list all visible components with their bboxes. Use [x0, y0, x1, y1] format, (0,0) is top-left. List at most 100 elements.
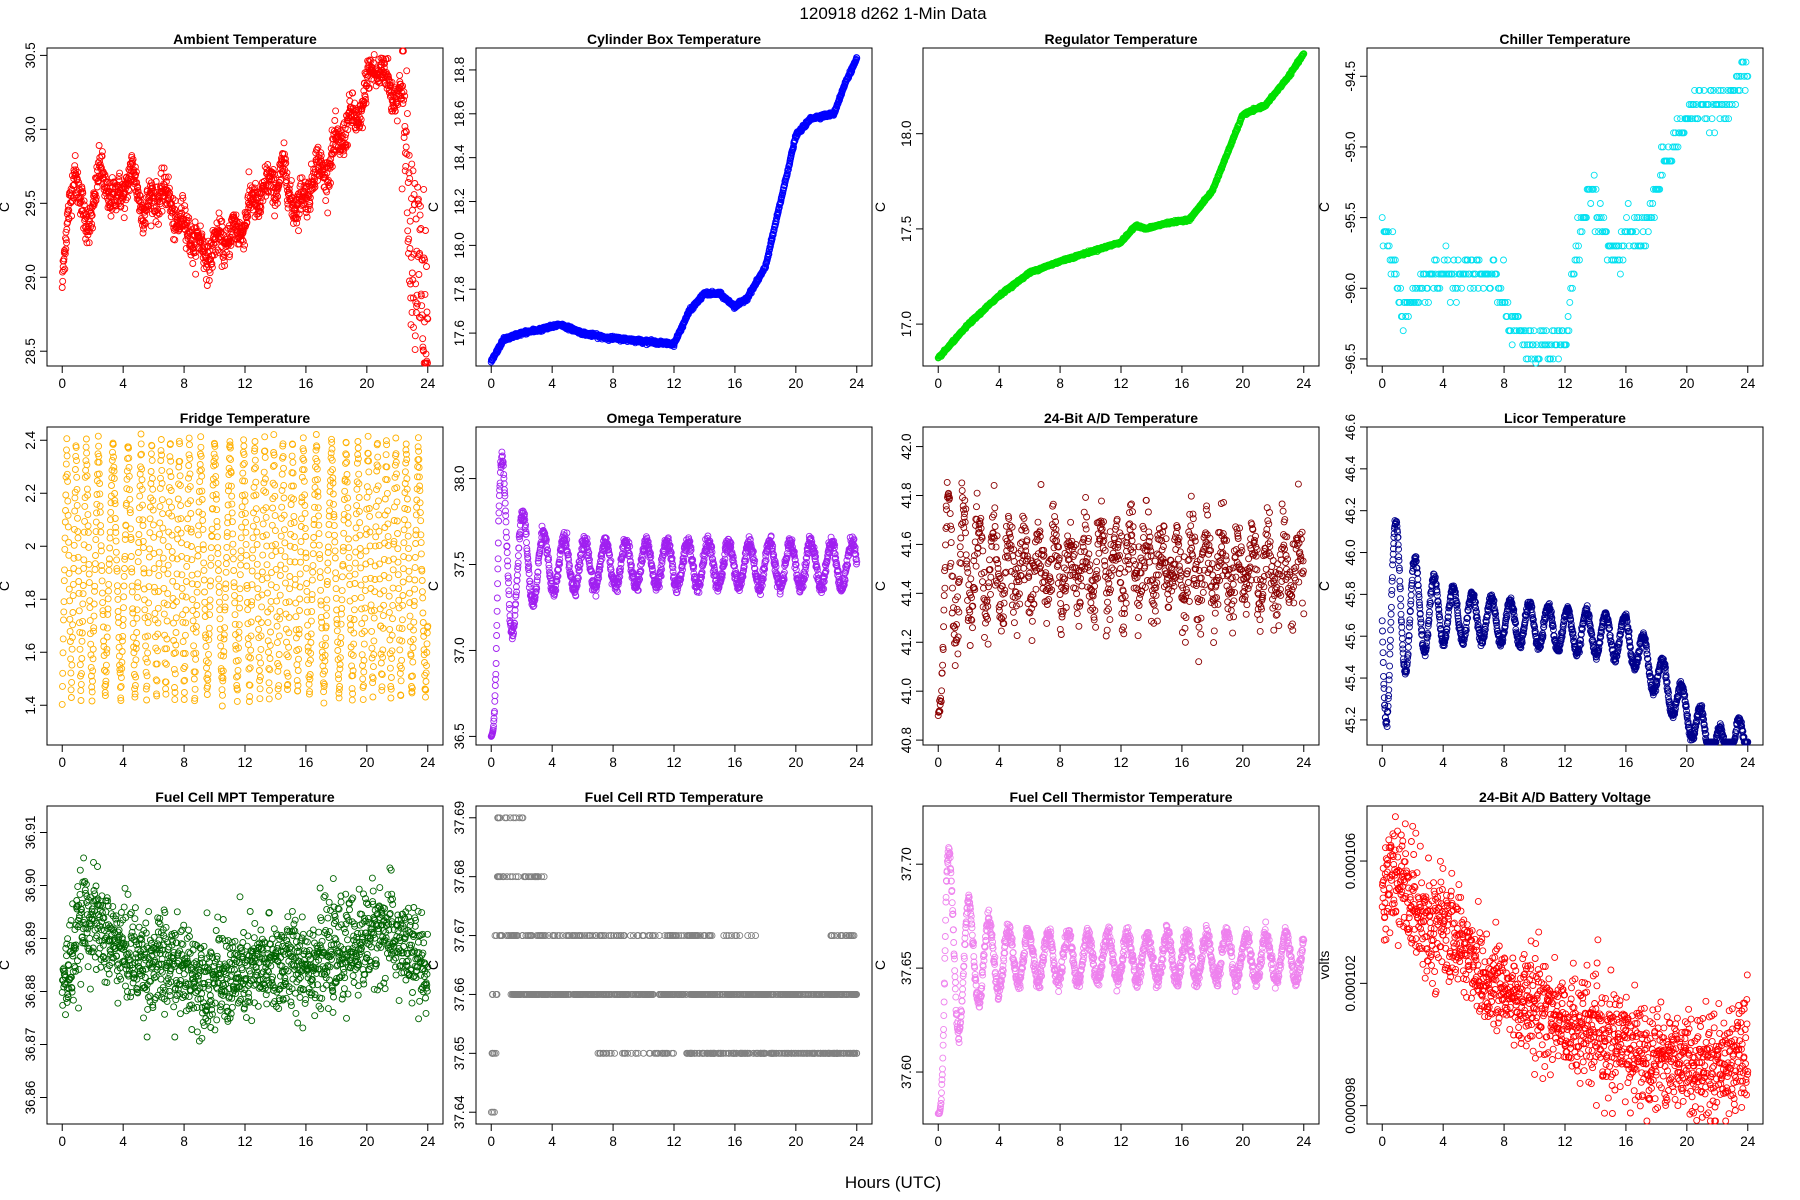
data-point — [60, 267, 67, 275]
data-point — [270, 176, 278, 184]
data-point — [79, 600, 87, 608]
data-point — [70, 554, 78, 562]
data-point — [67, 686, 75, 694]
x-tick-label: 16 — [1618, 376, 1633, 391]
x-tick-label: 4 — [995, 376, 1003, 391]
x-tick-label: 12 — [237, 376, 252, 391]
data-point — [220, 257, 228, 265]
data-point — [402, 143, 410, 151]
data-point — [64, 218, 72, 226]
data-point — [1454, 256, 1462, 264]
data-point — [81, 502, 89, 510]
data-point — [73, 501, 81, 509]
data-point — [108, 174, 116, 182]
data-point — [1444, 256, 1452, 264]
data-point — [181, 202, 189, 210]
data-point — [258, 194, 266, 202]
data-point — [141, 220, 149, 227]
data-point — [58, 700, 66, 708]
data-point — [126, 187, 133, 195]
data-point — [67, 694, 75, 701]
data-point — [101, 171, 109, 179]
data-point — [1452, 298, 1460, 306]
data-point — [100, 169, 108, 177]
data-point — [88, 211, 96, 219]
data-point — [67, 185, 75, 193]
data-point — [269, 166, 277, 173]
y-tick-label: 17.5 — [899, 216, 914, 242]
data-point — [164, 173, 172, 181]
y-tick-label: 1.4 — [23, 695, 38, 714]
data-point — [393, 117, 401, 125]
x-tick-label: 20 — [1679, 376, 1694, 391]
data-point — [219, 249, 227, 257]
data-point — [85, 239, 93, 247]
data-point — [65, 206, 73, 214]
x-tick-label: 4 — [119, 755, 127, 770]
data-point — [85, 543, 93, 551]
y-tick-label: 30.0 — [23, 116, 38, 142]
x-tick-label: 24 — [849, 376, 865, 391]
data-point — [1591, 228, 1599, 236]
data-point — [83, 239, 91, 247]
data-point — [59, 635, 67, 643]
data-point — [71, 152, 79, 160]
data-point — [131, 163, 139, 171]
data-point — [1566, 298, 1574, 306]
data-point — [1425, 298, 1432, 306]
data-point — [69, 621, 77, 629]
x-tick-label: 12 — [1113, 376, 1128, 391]
data-point — [281, 160, 289, 168]
data-point — [69, 592, 77, 600]
data-point — [134, 183, 142, 191]
data-point — [79, 189, 87, 197]
data-point — [1616, 270, 1624, 278]
data-point — [265, 188, 272, 196]
data-points — [58, 47, 432, 367]
data-point — [70, 541, 78, 549]
data-point — [83, 461, 91, 469]
y-tick-label: 1.6 — [23, 643, 38, 662]
data-point — [188, 241, 196, 249]
data-point — [370, 51, 378, 59]
data-point — [65, 538, 73, 546]
data-point — [416, 211, 424, 219]
data-point — [79, 590, 87, 598]
data-point — [84, 528, 92, 536]
panel-title: Fridge Temperature — [180, 410, 311, 426]
data-point — [60, 577, 68, 585]
data-point — [172, 197, 179, 205]
data-point — [82, 435, 90, 443]
data-point — [66, 615, 74, 623]
y-tick-label: 30.5 — [23, 42, 38, 68]
data-point — [80, 197, 88, 205]
data-point — [1564, 313, 1572, 320]
data-point — [61, 545, 69, 553]
data-point — [403, 67, 411, 75]
data-point — [273, 199, 281, 207]
data-point — [257, 204, 265, 211]
y-tick-label: 2.4 — [23, 430, 38, 449]
x-tick-label: 20 — [359, 755, 374, 770]
panel-1: Ambient TemperatureC0481216202428.529.02… — [0, 31, 444, 391]
data-point — [121, 205, 129, 213]
data-point — [76, 661, 84, 669]
data-points — [487, 54, 861, 366]
x-tick-label: 8 — [609, 376, 617, 391]
data-point — [84, 491, 92, 499]
data-point — [63, 452, 71, 460]
data-point — [79, 582, 87, 589]
x-tick-label: 20 — [1235, 376, 1250, 391]
data-point — [83, 449, 91, 457]
x-tick-label: 8 — [1500, 376, 1508, 391]
data-point — [129, 155, 137, 163]
data-point — [81, 494, 89, 502]
y-tick-label: 18.0 — [899, 121, 914, 147]
data-point — [268, 188, 275, 196]
data-point — [132, 171, 140, 179]
data-point — [402, 162, 410, 170]
data-point — [162, 173, 170, 181]
data-point — [128, 157, 136, 165]
data-point — [160, 164, 168, 172]
x-tick-label: 16 — [727, 376, 742, 391]
